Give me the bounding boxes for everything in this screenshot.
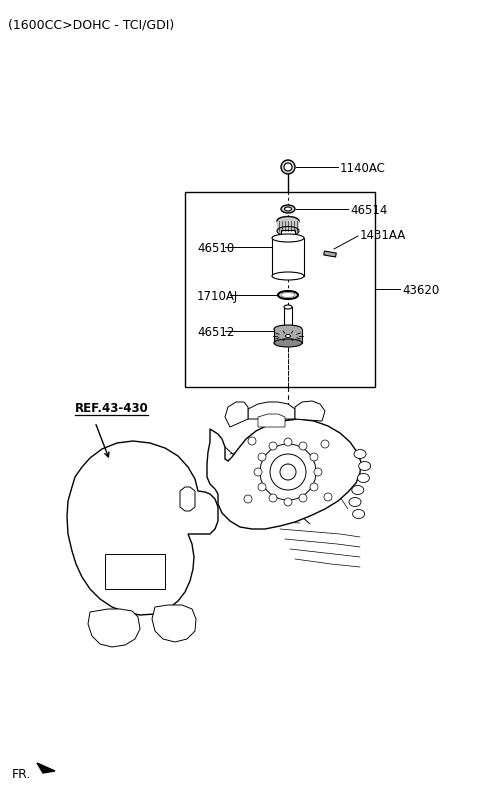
Circle shape bbox=[284, 499, 292, 506]
Ellipse shape bbox=[285, 208, 291, 212]
Ellipse shape bbox=[359, 462, 371, 471]
Text: (1600CC>DOHC - TCI/GDI): (1600CC>DOHC - TCI/GDI) bbox=[8, 18, 174, 31]
Polygon shape bbox=[324, 251, 336, 258]
Text: FR.: FR. bbox=[12, 767, 31, 780]
Circle shape bbox=[248, 437, 256, 445]
Circle shape bbox=[310, 453, 318, 461]
Ellipse shape bbox=[272, 234, 304, 242]
Circle shape bbox=[260, 444, 316, 500]
Text: 46514: 46514 bbox=[350, 204, 387, 217]
Circle shape bbox=[299, 495, 307, 502]
Circle shape bbox=[269, 495, 277, 502]
Circle shape bbox=[284, 164, 292, 172]
Ellipse shape bbox=[272, 272, 304, 281]
Text: REF.43-430: REF.43-430 bbox=[75, 401, 149, 414]
Ellipse shape bbox=[281, 293, 295, 298]
Ellipse shape bbox=[274, 325, 302, 333]
Text: 1431AA: 1431AA bbox=[360, 228, 406, 241]
Polygon shape bbox=[37, 763, 55, 773]
Circle shape bbox=[258, 483, 266, 491]
Bar bbox=[281, 230, 295, 238]
Circle shape bbox=[254, 469, 262, 476]
Ellipse shape bbox=[277, 227, 299, 236]
Text: 46512: 46512 bbox=[197, 325, 234, 338]
Ellipse shape bbox=[281, 206, 295, 214]
Ellipse shape bbox=[284, 306, 292, 310]
Polygon shape bbox=[180, 487, 195, 512]
Ellipse shape bbox=[358, 474, 370, 483]
Text: 1710AJ: 1710AJ bbox=[197, 290, 238, 303]
Polygon shape bbox=[88, 609, 140, 647]
Polygon shape bbox=[258, 414, 285, 427]
Circle shape bbox=[269, 443, 277, 450]
Circle shape bbox=[310, 483, 318, 491]
Text: 46510: 46510 bbox=[197, 241, 234, 254]
Bar bbox=[185, 193, 375, 388]
Circle shape bbox=[281, 161, 295, 175]
Ellipse shape bbox=[352, 486, 364, 495]
Bar bbox=[284, 307, 292, 329]
Polygon shape bbox=[207, 419, 361, 530]
Polygon shape bbox=[67, 441, 218, 616]
Circle shape bbox=[244, 496, 252, 504]
Bar bbox=[272, 238, 304, 277]
Circle shape bbox=[270, 454, 306, 491]
Circle shape bbox=[258, 453, 266, 461]
Circle shape bbox=[299, 443, 307, 450]
Polygon shape bbox=[248, 402, 295, 419]
Circle shape bbox=[280, 465, 296, 480]
Circle shape bbox=[321, 440, 329, 448]
Ellipse shape bbox=[353, 510, 365, 519]
Circle shape bbox=[324, 493, 332, 501]
Bar bbox=[277, 221, 299, 232]
Polygon shape bbox=[225, 402, 248, 427]
Text: 1140AC: 1140AC bbox=[340, 161, 386, 174]
Bar bbox=[274, 329, 302, 344]
Ellipse shape bbox=[286, 335, 290, 338]
Polygon shape bbox=[152, 605, 196, 642]
Text: 43620: 43620 bbox=[402, 283, 439, 296]
Polygon shape bbox=[295, 401, 325, 422]
Ellipse shape bbox=[277, 217, 299, 226]
Circle shape bbox=[284, 439, 292, 446]
Ellipse shape bbox=[274, 340, 302, 348]
Ellipse shape bbox=[354, 450, 366, 459]
Ellipse shape bbox=[278, 292, 298, 299]
Ellipse shape bbox=[349, 498, 361, 507]
Polygon shape bbox=[105, 554, 165, 590]
Circle shape bbox=[314, 469, 322, 476]
